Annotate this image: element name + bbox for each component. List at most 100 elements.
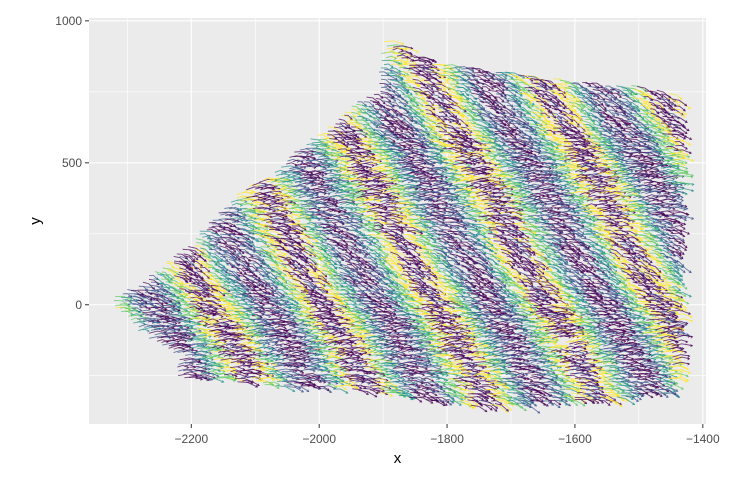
trajectory-arrowhead — [271, 326, 275, 330]
trajectory-arrowhead — [164, 307, 168, 311]
trajectory-segment — [211, 243, 221, 250]
trajectory-arrowhead — [138, 304, 142, 308]
trajectory-segment — [124, 310, 145, 315]
trajectory-arrowhead — [251, 243, 255, 247]
trajectory-segment — [248, 253, 265, 262]
trajectory-segment — [183, 364, 196, 368]
trajectory-arrowhead — [192, 332, 196, 336]
trajectory-segment — [199, 281, 216, 292]
trajectory-segment — [149, 335, 171, 339]
trajectory-segment — [176, 299, 187, 303]
trajectory-segment — [251, 364, 265, 368]
trajectory-arrowhead — [250, 192, 254, 196]
trajectory-segment — [142, 326, 161, 331]
trajectory-segment — [177, 364, 189, 369]
trajectory-arrowhead — [262, 308, 266, 311]
trajectory-arrowhead — [224, 273, 228, 276]
trajectory-segment — [212, 368, 225, 373]
trajectory-segment — [224, 366, 236, 370]
trajectory-segment — [190, 260, 203, 267]
trajectory-segment — [195, 335, 207, 339]
trajectory-arrowhead — [262, 343, 266, 347]
trajectory-arrowhead — [163, 297, 167, 301]
trajectory-segment — [235, 369, 253, 373]
trajectory-segment — [193, 274, 203, 280]
trajectory-arrowhead — [257, 283, 261, 287]
trajectory-arrowhead — [221, 356, 225, 360]
trajectory-arrowhead — [267, 342, 271, 346]
trajectory-segment — [259, 274, 276, 284]
trajectory-segment — [252, 226, 269, 232]
trajectory-segment — [245, 236, 259, 242]
trajectory-arrowhead — [220, 258, 224, 261]
trajectory-segment — [225, 277, 236, 283]
trajectory-segment — [179, 267, 193, 276]
trajectory-segment — [214, 264, 224, 272]
trajectory-segment — [257, 346, 271, 350]
trajectory-segment — [245, 240, 255, 247]
trajectory-arrowhead — [189, 329, 193, 333]
trajectory-segment — [177, 282, 193, 291]
trajectory-segment — [217, 238, 227, 244]
trajectory-segment — [217, 289, 232, 296]
trajectory-arrowhead — [127, 304, 131, 308]
trajectory-arrowhead — [184, 300, 188, 304]
trajectory-segment — [243, 278, 256, 288]
trajectory-arrowhead — [218, 282, 222, 286]
trajectory-arrowhead — [234, 374, 238, 378]
trajectory-arrowhead — [200, 263, 203, 267]
trajectory-arrowhead — [233, 370, 237, 374]
trajectory-segment — [242, 295, 257, 301]
trajectory-arrowhead — [249, 358, 253, 362]
trajectory-arrowhead — [224, 240, 228, 244]
trajectory-segment — [259, 288, 271, 295]
trajectory-segment — [203, 349, 221, 353]
trajectory-arrowhead — [147, 329, 150, 333]
trajectory-segment — [171, 300, 190, 306]
trajectory-arrowhead — [203, 259, 207, 262]
trajectory-arrowhead — [236, 253, 240, 257]
trajectory-segment — [252, 321, 272, 326]
trajectory-arrowhead — [226, 323, 230, 326]
trajectory-segment — [248, 225, 261, 230]
trajectory-segment — [220, 313, 232, 318]
trajectory-segment — [217, 373, 230, 377]
trajectory-segment — [213, 377, 236, 382]
trajectory-segment — [230, 320, 245, 325]
trajectory-segment — [220, 274, 236, 284]
trajectory-segment — [223, 335, 239, 339]
trajectory-segment — [199, 320, 213, 325]
trajectory-segment — [119, 303, 130, 308]
trajectory-segment — [234, 310, 249, 316]
trajectory-arrowhead — [246, 251, 250, 255]
trajectory-segment — [208, 222, 222, 227]
trajectory-segment — [160, 317, 177, 321]
trajectory-segment — [247, 331, 264, 335]
trajectory-segment — [202, 288, 214, 293]
trajectory-segment — [166, 262, 175, 269]
trajectory-segment — [190, 291, 202, 296]
trajectory-segment — [127, 302, 142, 307]
trajectory-segment — [242, 222, 255, 227]
trajectory-arrowhead — [267, 244, 270, 248]
trajectory-arrowhead — [250, 297, 254, 301]
trajectory-segment — [203, 274, 213, 281]
trajectory-segment — [240, 298, 253, 303]
trajectory-arrowhead — [166, 274, 170, 278]
trajectory-arrowhead — [219, 295, 223, 298]
trajectory-segment — [211, 232, 223, 239]
trajectory-arrowhead — [226, 374, 230, 378]
trajectory-arrowhead — [192, 258, 196, 262]
trajectory-segment — [222, 358, 244, 362]
trajectory-segment — [132, 307, 142, 312]
trajectory-arrowhead — [193, 365, 197, 369]
trajectory-segment — [223, 222, 236, 227]
trajectory-segment — [184, 321, 201, 325]
trajectory-segment — [257, 251, 273, 259]
trajectory-segment — [241, 209, 256, 213]
trajectory-segments — [114, 40, 695, 414]
trajectory-segment — [235, 377, 254, 383]
trajectory-arrowhead — [170, 277, 173, 281]
trajectory-segment — [183, 260, 192, 266]
trajectory-arrowhead — [209, 351, 213, 355]
